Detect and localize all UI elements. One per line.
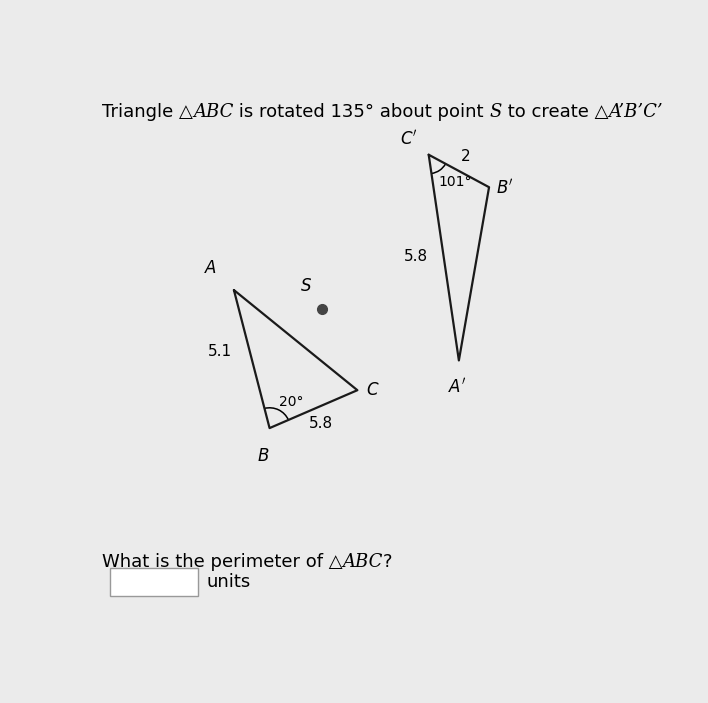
Text: 20°: 20°: [280, 395, 304, 409]
Text: units: units: [207, 573, 251, 591]
Text: $B'$: $B'$: [496, 179, 513, 198]
Text: ABC: ABC: [193, 103, 234, 122]
Text: Triangle △: Triangle △: [102, 103, 193, 122]
Text: 101°: 101°: [438, 175, 472, 189]
Text: is rotated 135° about point: is rotated 135° about point: [234, 103, 490, 122]
Text: 5.8: 5.8: [309, 415, 333, 431]
Text: $A'$: $A'$: [448, 378, 467, 396]
Text: $S$: $S$: [300, 278, 312, 295]
Text: 2: 2: [461, 150, 471, 165]
Text: $B$: $B$: [257, 447, 269, 465]
Text: What is the perimeter of △: What is the perimeter of △: [102, 553, 343, 571]
Text: to create △: to create △: [502, 103, 609, 122]
Text: $C'$: $C'$: [400, 129, 418, 148]
Text: ?: ?: [383, 553, 393, 571]
Text: ABC: ABC: [343, 553, 383, 571]
Text: 5.1: 5.1: [208, 344, 232, 359]
Text: $C$: $C$: [365, 381, 379, 399]
Text: $A$: $A$: [205, 259, 217, 276]
Text: S: S: [490, 103, 502, 122]
Text: 5.8: 5.8: [404, 249, 428, 264]
FancyBboxPatch shape: [110, 568, 198, 596]
Text: A’B’C’: A’B’C’: [609, 103, 663, 122]
